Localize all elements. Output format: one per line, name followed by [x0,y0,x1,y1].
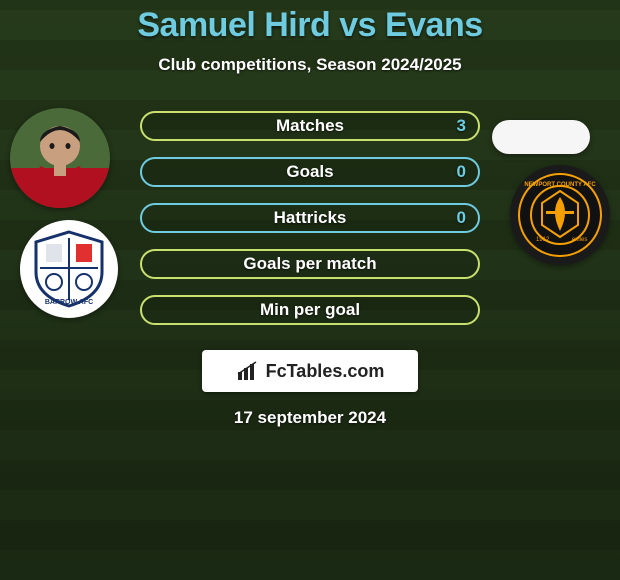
comparison-arena: BARROW AFC NEWPORT COUNTY AFC 1912 exile… [0,105,620,340]
stat-bar-label: Goals [142,159,478,185]
stat-bar-label: Goals per match [142,251,478,277]
stat-bar-label: Min per goal [142,297,478,323]
club-left-badge: BARROW AFC [20,220,118,318]
stat-bar-right-value: 0 [457,205,466,231]
subtitle: Club competitions, Season 2024/2025 [0,55,620,75]
svg-text:NEWPORT COUNTY AFC: NEWPORT COUNTY AFC [524,182,596,188]
stat-bar-label: Matches [142,113,478,139]
barrow-badge-icon: BARROW AFC [28,228,110,310]
club-right-badge: NEWPORT COUNTY AFC 1912 exiles [510,165,610,265]
svg-text:1912: 1912 [536,237,550,243]
newport-badge-icon: NEWPORT COUNTY AFC 1912 exiles [516,171,604,259]
stat-bar-right-value: 0 [457,159,466,185]
stat-bar-right-value: 3 [457,113,466,139]
svg-text:exiles: exiles [572,237,587,243]
svg-text:BARROW AFC: BARROW AFC [45,299,93,306]
site-logo: FcTables.com [202,350,418,392]
player-avatar-icon [10,108,110,208]
bars-icon [236,360,262,382]
player-right-avatar [492,120,590,154]
page-title: Samuel Hird vs Evans [0,6,620,45]
player-left-avatar [10,108,110,208]
stat-bar: Hattricks0 [140,203,480,233]
stat-bar-label: Hattricks [142,205,478,231]
stat-bar: Matches3 [140,111,480,141]
site-logo-text: FcTables.com [266,361,385,382]
stat-bar: Goals per match [140,249,480,279]
date-text: 17 september 2024 [0,408,620,428]
stat-bar: Goals0 [140,157,480,187]
stat-bars: Matches3Goals0Hattricks0Goals per matchM… [140,111,480,341]
stat-bar: Min per goal [140,295,480,325]
